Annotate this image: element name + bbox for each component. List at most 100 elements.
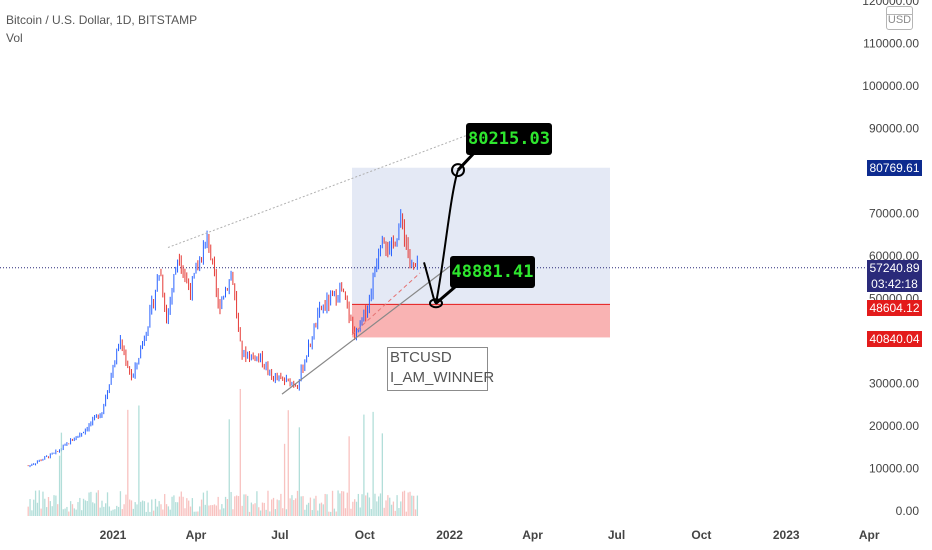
volume-bar	[363, 414, 365, 516]
volume-bar	[193, 511, 195, 516]
volume-bar	[147, 502, 149, 516]
volume-bar	[306, 504, 308, 516]
volume-bar	[217, 496, 219, 516]
volume-bar	[208, 505, 210, 516]
volume-bar	[341, 491, 343, 516]
y-tick-label: 0.00	[896, 504, 920, 518]
volume-bar	[247, 495, 249, 516]
volume-bar	[119, 491, 122, 516]
volume-bar	[49, 501, 51, 516]
volume-bar	[73, 508, 75, 516]
current-price-text: 57240.89	[869, 261, 920, 275]
volume-bar	[291, 495, 293, 516]
volume-bar	[29, 499, 31, 516]
volume-bar	[197, 511, 199, 516]
volume-bar	[307, 502, 310, 516]
x-tick-label: 2021	[100, 528, 127, 542]
volume-bar	[398, 508, 400, 516]
callout-low[interactable]: 48881.41	[450, 256, 535, 288]
volume-bar	[33, 499, 35, 516]
volume-bar	[337, 490, 339, 516]
volume-bar	[195, 511, 197, 516]
price-tag-target: 80769.61	[867, 160, 922, 176]
callout-low-pointer	[435, 285, 456, 305]
volume-bar	[226, 499, 229, 516]
volume-bar	[237, 496, 240, 516]
volume-bar	[123, 504, 125, 516]
volume-bar	[103, 506, 105, 516]
volume-bar	[40, 508, 42, 516]
volume-bar	[31, 510, 33, 516]
volume-bar	[235, 495, 238, 516]
volume-bar	[44, 498, 46, 516]
volume-bar	[243, 494, 245, 516]
volume-bar	[162, 509, 164, 516]
volume-bar	[69, 501, 72, 516]
volume-bar	[130, 500, 133, 516]
volume-bar	[366, 492, 369, 516]
volume-bar	[92, 502, 94, 516]
callout-high[interactable]: 80215.03	[466, 123, 552, 155]
volume-bar	[409, 491, 411, 516]
volume-bar	[88, 492, 90, 516]
volume-bar	[34, 490, 37, 516]
volume-bar	[411, 495, 413, 516]
x-tick-label: Oct	[691, 528, 711, 542]
volume-bar	[295, 498, 297, 516]
note-box[interactable]: BTCUSD I_AM_WINNER	[387, 347, 494, 391]
volume-bar	[154, 498, 157, 516]
volume-bar	[106, 492, 109, 516]
volume-bar	[414, 509, 417, 516]
volume-bar	[378, 496, 380, 516]
volume-bar	[394, 510, 396, 516]
y-tick-label: 90000.00	[869, 122, 919, 136]
volume-bar	[239, 388, 241, 516]
lower-trendline	[281, 261, 456, 395]
y-tick-label: 110000.00	[863, 37, 919, 51]
volume-bar	[280, 493, 282, 516]
volume-bar	[374, 493, 376, 516]
volume-bar	[271, 499, 273, 516]
currency-badge[interactable]: USD	[886, 6, 913, 30]
volume-bar	[46, 507, 48, 516]
volume-bar	[252, 504, 254, 516]
volume-bar	[38, 490, 40, 516]
volume-bar	[400, 501, 402, 516]
volume-bar	[376, 501, 378, 516]
projection-low-marker	[429, 298, 443, 309]
volume-bar	[213, 504, 216, 516]
volume-bar	[180, 491, 182, 516]
volume-bar	[318, 503, 321, 516]
volume-bar	[258, 507, 260, 516]
volume-bar	[304, 509, 306, 516]
volume-bar	[75, 509, 77, 516]
x-tick-label: 2023	[773, 528, 800, 542]
volume-bar	[322, 504, 324, 516]
symbol-title: Bitcoin / U.S. Dollar, 1D, BITSTAMP	[6, 13, 198, 27]
volume-bar	[298, 427, 300, 516]
volume-bar	[199, 506, 201, 516]
volume-bar	[81, 510, 83, 516]
volume-bar	[145, 511, 147, 516]
volume-bar	[333, 508, 336, 516]
target-price-text: 80769.61	[869, 161, 920, 175]
volume-bar	[188, 500, 190, 516]
volume-bar	[152, 510, 155, 516]
volume-bar	[110, 510, 112, 516]
volume-bar	[53, 495, 55, 516]
volume-bar	[97, 490, 99, 516]
volume-bar	[405, 511, 407, 516]
price-tag-stop: 48604.12	[867, 300, 922, 316]
volume-bar	[77, 502, 79, 516]
y-tick-label: 20000.00	[869, 419, 919, 433]
volume-bar	[127, 409, 129, 516]
volume-bar	[289, 498, 291, 516]
volume-bar	[335, 511, 337, 516]
volume-bar	[392, 501, 395, 516]
volume-bar	[184, 508, 186, 516]
volume-bar	[136, 504, 138, 516]
volume-bar	[176, 502, 179, 516]
volume-bar	[47, 497, 50, 516]
volume-bar	[234, 496, 236, 516]
